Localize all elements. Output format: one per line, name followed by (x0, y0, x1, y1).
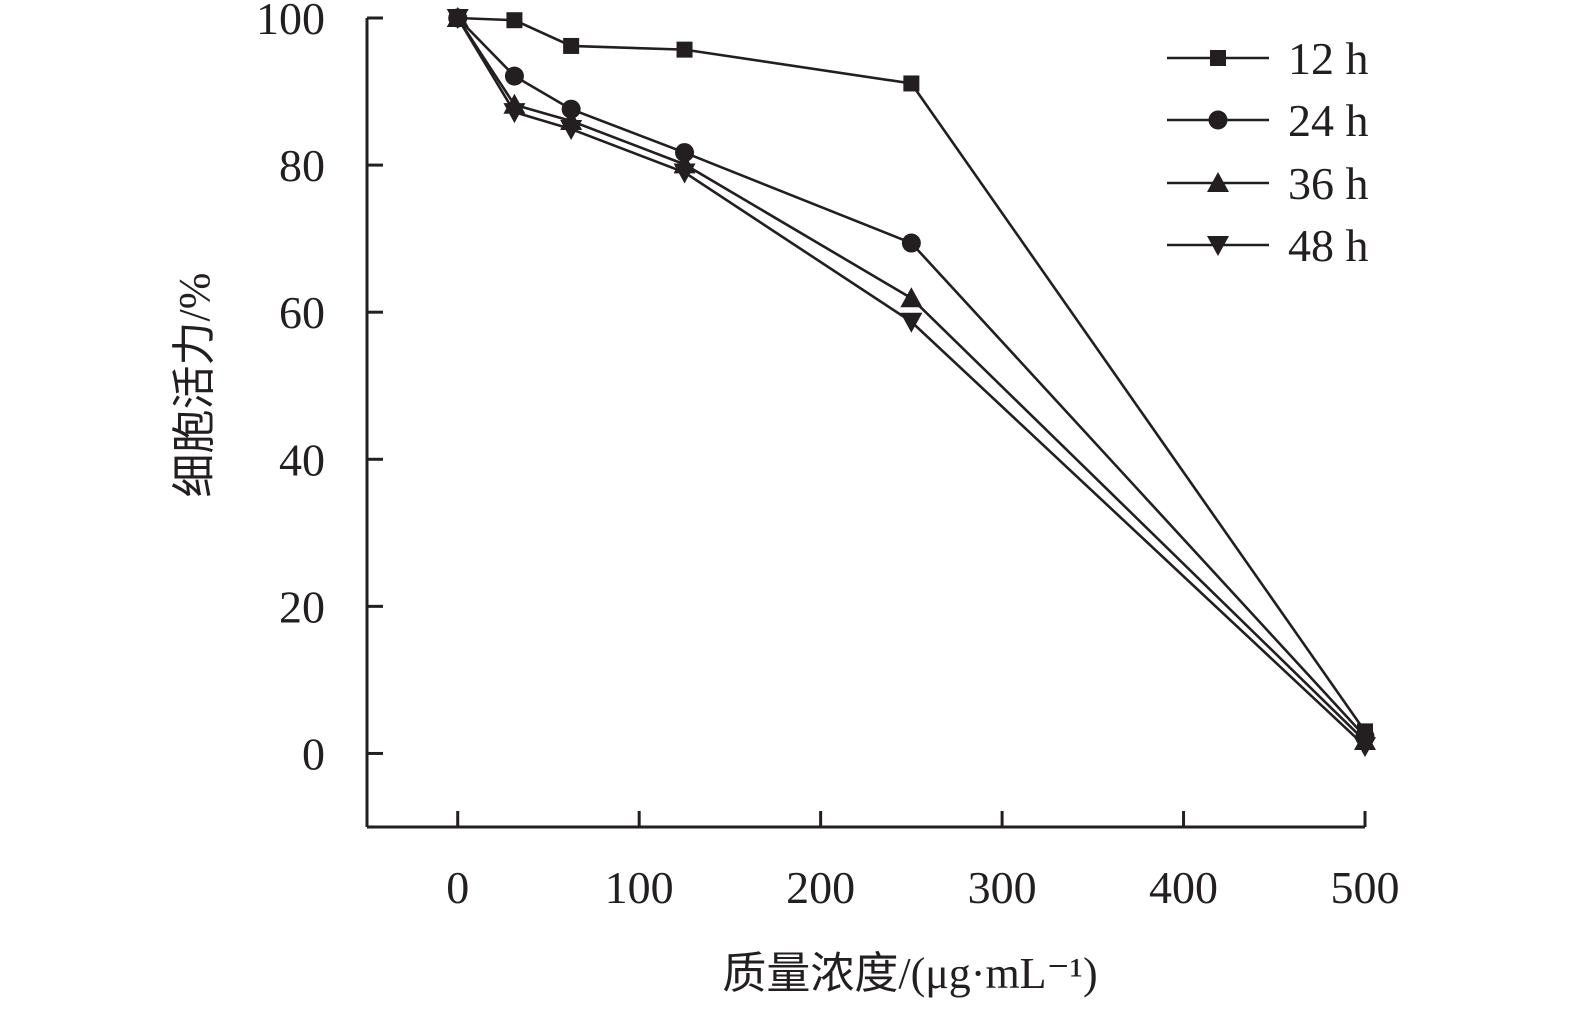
series-group (446, 7, 1376, 758)
x-tick-label: 100 (605, 862, 674, 913)
data-point (676, 41, 693, 58)
legend-marker (1208, 110, 1228, 130)
data-point (560, 120, 583, 141)
axes (365, 18, 1365, 829)
x-tick-label: 300 (968, 862, 1037, 913)
legend-item: 48 h (1167, 220, 1369, 271)
x-tick-label: 500 (1331, 862, 1400, 913)
data-point (561, 99, 581, 119)
data-point (1354, 737, 1376, 758)
series-36h (446, 7, 1376, 750)
series-line (457, 16, 1367, 733)
data-point (675, 143, 695, 163)
y-ticks: 0 20 40 60 80 100 (256, 0, 383, 779)
y-tick-label: 100 (256, 0, 325, 44)
x-tick-label: 0 (446, 862, 469, 913)
legend-label: 12 h (1288, 33, 1369, 84)
data-point (673, 163, 696, 184)
y-axis-title: 细胞活力/% (170, 273, 219, 498)
data-point (901, 233, 921, 253)
series-line (456, 17, 1366, 742)
legend-item: 24 h (1167, 95, 1369, 146)
data-point (503, 103, 526, 124)
data-point (504, 66, 524, 86)
data-point (446, 9, 469, 29)
y-tick-label: 20 (279, 581, 325, 632)
y-tick-label: 60 (279, 287, 325, 338)
legend-label: 48 h (1288, 220, 1369, 271)
series-line (456, 17, 1366, 748)
data-point (900, 312, 923, 333)
x-ticks: 0 100 200 300 400 500 (446, 811, 1400, 913)
x-axis-title: 质量浓度/(μg·mL⁻¹) (722, 949, 1097, 998)
legend: 12 h 24 h 36 h 48 h (1167, 33, 1369, 271)
series-24h (448, 8, 1375, 747)
legend-item: 12 h (1167, 33, 1369, 84)
legend-label: 24 h (1288, 95, 1369, 146)
legend-marker (1207, 236, 1229, 256)
data-point (900, 287, 923, 308)
legend-item: 36 h (1167, 158, 1369, 209)
y-tick-label: 80 (279, 140, 325, 191)
legend-marker (1210, 50, 1226, 66)
x-tick-label: 400 (1149, 862, 1218, 913)
series-line (456, 17, 1366, 738)
series-48h (446, 9, 1376, 758)
legend-label: 36 h (1288, 158, 1369, 209)
legend-marker (1207, 172, 1229, 192)
x-tick-label: 200 (786, 862, 855, 913)
y-tick-label: 40 (279, 434, 325, 485)
y-tick-label: 0 (302, 728, 325, 779)
data-point (903, 75, 920, 92)
data-point (506, 12, 523, 29)
data-point (563, 37, 580, 54)
